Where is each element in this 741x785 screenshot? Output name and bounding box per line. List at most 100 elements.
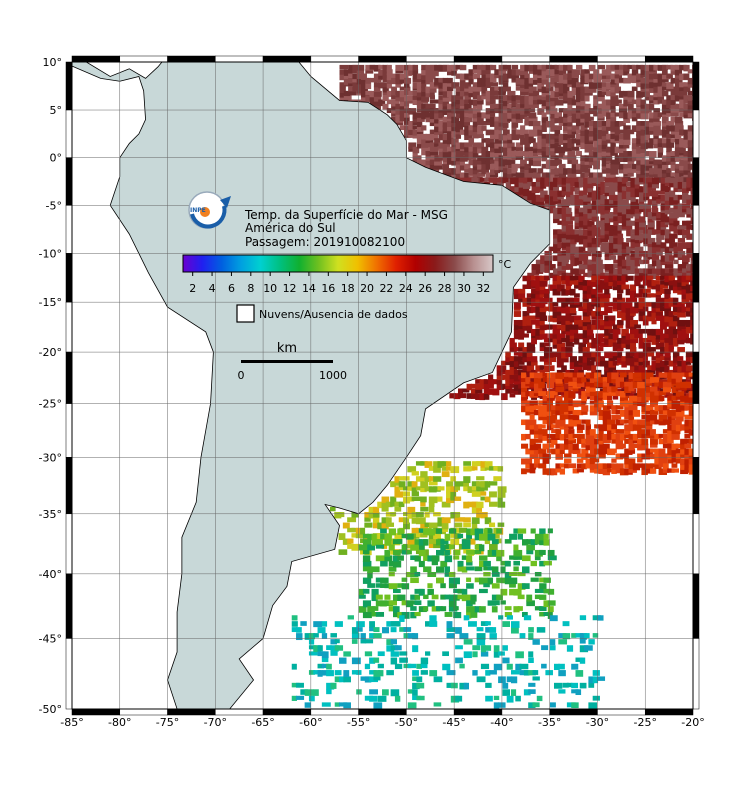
- sst-patch: [304, 689, 314, 696]
- sst-patch: [660, 319, 667, 327]
- sst-patch: [608, 246, 616, 254]
- sst-patch: [680, 438, 687, 445]
- sst-patch: [532, 155, 542, 161]
- sst-patch: [658, 468, 668, 475]
- sst-patch: [658, 438, 665, 445]
- sst-patch: [595, 333, 604, 340]
- sst-patch: [446, 146, 456, 152]
- sst-patch: [537, 64, 546, 70]
- sst-patch: [674, 90, 682, 96]
- sst-patch: [657, 86, 665, 93]
- sst-patch: [565, 190, 574, 198]
- sst-patch: [505, 369, 511, 375]
- sst-patch: [373, 633, 382, 639]
- sst-patch: [358, 594, 366, 599]
- sst-patch: [390, 639, 397, 645]
- sst-patch: [532, 676, 540, 681]
- frame-stripe: [406, 708, 455, 716]
- sst-patch: [604, 216, 610, 224]
- sst-patch: [649, 73, 656, 80]
- sst-patch: [655, 333, 662, 340]
- sst-patch: [367, 544, 376, 551]
- sst-patch: [565, 351, 573, 357]
- sst-patch: [537, 99, 544, 105]
- sst-patch: [407, 633, 415, 639]
- sst-patch: [394, 663, 403, 670]
- sst-patch: [459, 103, 468, 109]
- sst-patch: [664, 360, 673, 366]
- sst-patch: [596, 186, 602, 191]
- sst-patch: [527, 272, 535, 278]
- sst-patch: [477, 99, 484, 105]
- sst-patch: [629, 288, 637, 294]
- sst-patch: [524, 103, 531, 109]
- sst-patch: [618, 142, 626, 149]
- sst-patch: [446, 121, 454, 127]
- sst-patch: [637, 433, 645, 439]
- sst-patch: [690, 259, 693, 265]
- sst-patch: [628, 386, 635, 392]
- sst-patch: [481, 163, 490, 170]
- sst-patch: [446, 129, 454, 136]
- sst-patch: [618, 64, 626, 70]
- sst-patch: [515, 695, 521, 702]
- sst-patch: [611, 463, 619, 470]
- sst-patch: [541, 116, 549, 123]
- sst-patch: [690, 297, 693, 304]
- sst-patch: [459, 151, 468, 156]
- sst-patch: [642, 379, 649, 386]
- sst-patch: [399, 73, 409, 80]
- sst-patch: [489, 501, 498, 507]
- sst-patch: [515, 108, 522, 114]
- sst-patch: [690, 194, 693, 201]
- sst-patch: [612, 342, 621, 348]
- sst-patch: [574, 186, 580, 191]
- sst-patch: [330, 633, 337, 638]
- sst-patch: [623, 112, 629, 120]
- sst-patch: [641, 424, 647, 429]
- sst-patch: [438, 142, 447, 149]
- sst-patch: [532, 95, 540, 101]
- sst-patch: [669, 212, 677, 219]
- sst-patch: [552, 275, 559, 282]
- sst-patch: [464, 95, 472, 100]
- sst-patch: [572, 372, 582, 378]
- sst-patch: [484, 517, 492, 525]
- sst-patch: [597, 112, 604, 119]
- sst-patch: [522, 311, 530, 317]
- sst-patch: [687, 82, 693, 88]
- sst-patch: [568, 448, 574, 454]
- sst-patch: [544, 268, 550, 273]
- sst-patch: [669, 224, 678, 232]
- sst-patch: [429, 142, 437, 149]
- sst-patch: [672, 337, 680, 344]
- sst-patch: [531, 186, 540, 194]
- sst-patch: [485, 138, 494, 145]
- sst-patch: [643, 186, 651, 194]
- sst-patch: [578, 333, 584, 340]
- sst-patch: [567, 172, 577, 179]
- sst-patch: [390, 645, 399, 651]
- sst-patch: [640, 125, 646, 130]
- sst-patch: [623, 125, 631, 130]
- sst-patch: [552, 280, 562, 285]
- sst-patch: [518, 297, 525, 303]
- sst-patch: [611, 391, 617, 397]
- sst-patch: [455, 159, 461, 165]
- sst-patch: [481, 168, 490, 175]
- sst-patch: [608, 194, 617, 200]
- sst-patch: [664, 333, 671, 339]
- sst-patch: [532, 77, 541, 85]
- sst-patch: [479, 383, 486, 390]
- sst-patch: [575, 86, 583, 93]
- sst-patch: [474, 606, 481, 613]
- sst-patch: [414, 539, 423, 545]
- sst-patch: [472, 121, 478, 128]
- sst-patch: [683, 73, 690, 80]
- sst-patch: [607, 405, 614, 410]
- sst-patch: [657, 95, 665, 101]
- sst-patch: [675, 391, 685, 397]
- sst-patch: [471, 517, 480, 524]
- sst-patch: [626, 264, 633, 271]
- sst-patch: [683, 129, 689, 135]
